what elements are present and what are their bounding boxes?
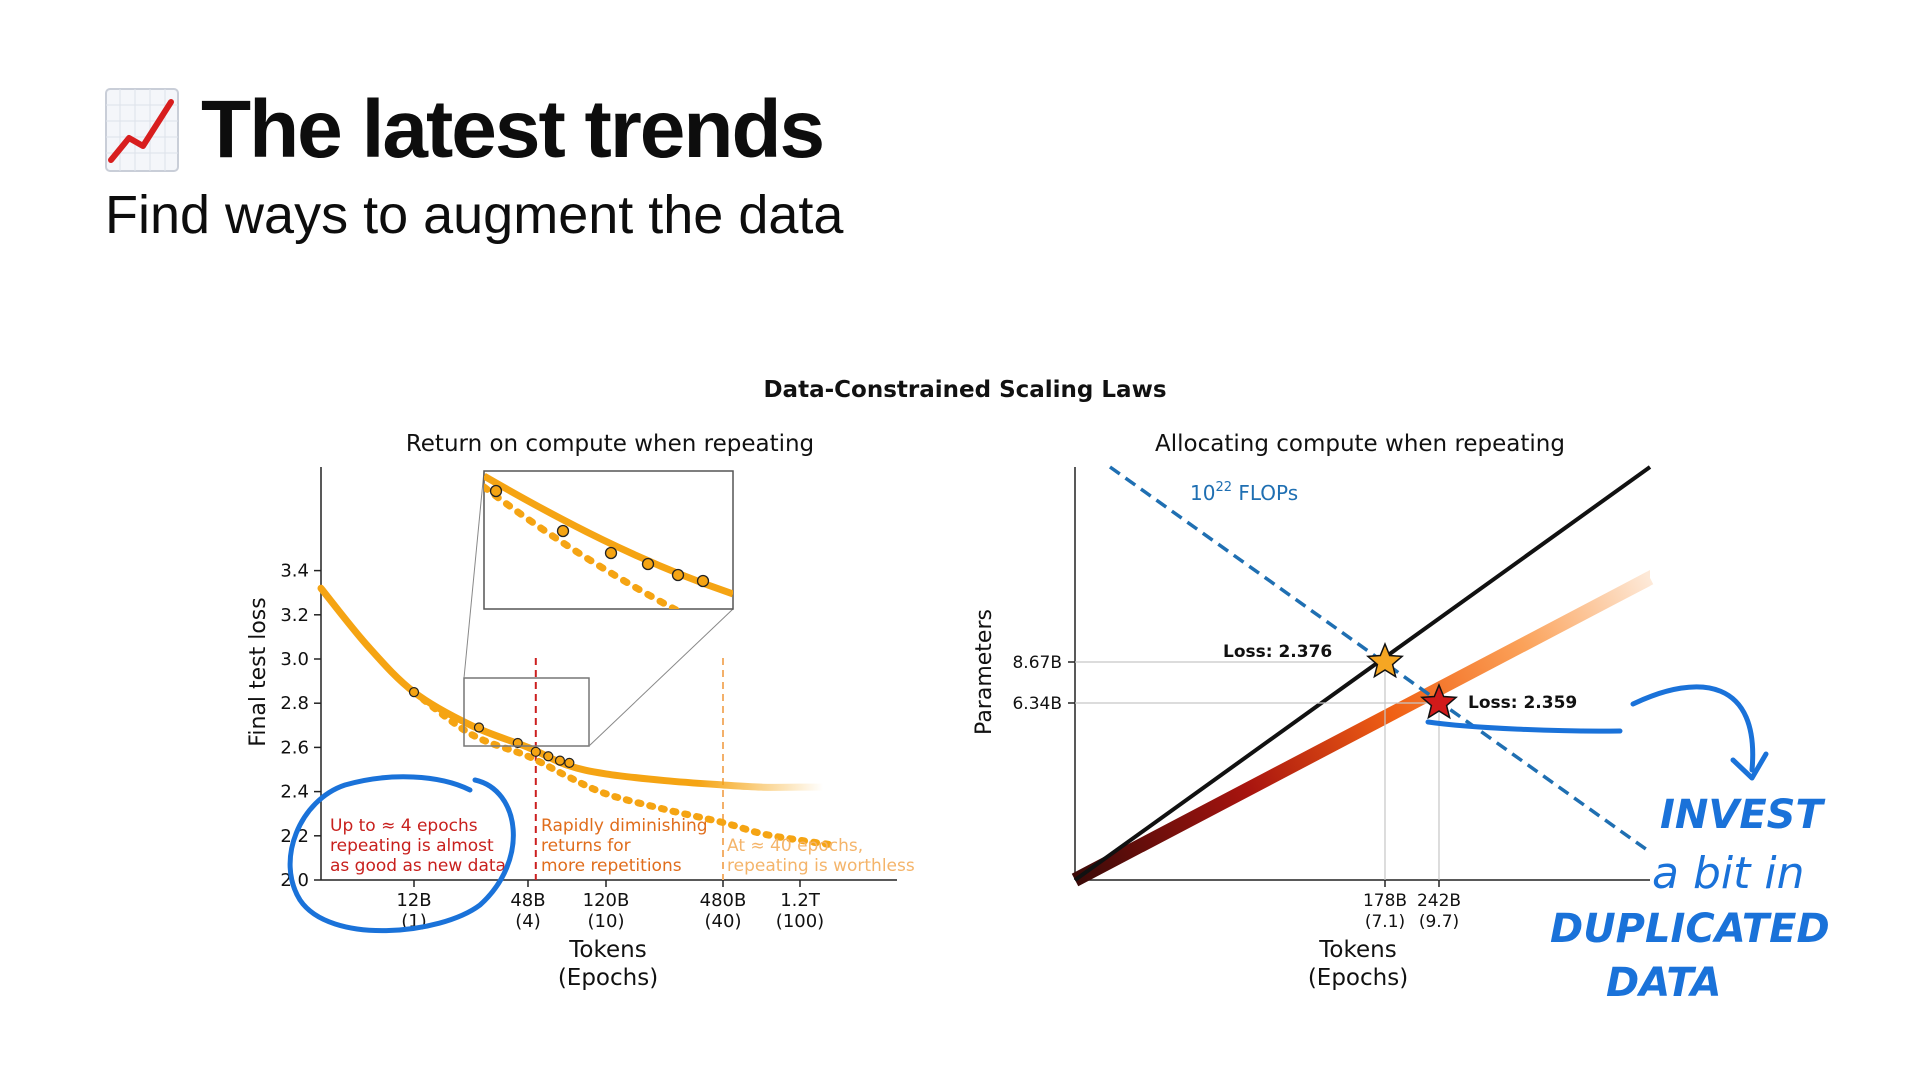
- loss-label-repeat: Loss: 2.359: [1468, 693, 1577, 713]
- left-annotation-line: Up to ≈ 4 epochs: [330, 816, 478, 836]
- left-annotation-line: At ≈ 40 epochs,: [727, 836, 863, 856]
- left-data-point: [564, 757, 575, 768]
- right-chart: Allocating compute when repeating 1022 F…: [972, 431, 1654, 991]
- left-series-solid-line: [317, 584, 827, 791]
- left-y-tick-label: 3.0: [280, 649, 309, 670]
- left-x-tick-sublabel: (10): [588, 911, 625, 932]
- left-data-point: [408, 687, 420, 698]
- slide-header: The latest trends Find ways to augment t…: [105, 80, 1305, 260]
- handwriting-line-4: DATA: [1606, 960, 1721, 1006]
- zoom-region-box: [463, 677, 590, 747]
- left-x-ticks: 12B(1)48B(4)120B(10)480B(40)1.2T(100): [396, 880, 824, 932]
- left-y-tick-label: 2.8: [280, 693, 309, 714]
- left-data-point: [554, 755, 566, 766]
- optimum-star-marker: [1366, 642, 1404, 679]
- handwriting-line-2: a bit in: [1652, 848, 1804, 899]
- inset-data-point: [696, 574, 710, 588]
- right-y-tick-label: 6.34B: [1012, 694, 1062, 714]
- left-x-tick-label: 12B: [396, 890, 431, 911]
- zoom-inset: [483, 470, 734, 610]
- figure-suptitle: Data-Constrained Scaling Laws: [763, 377, 1166, 403]
- flops-label: 1022 FLOPs: [1190, 480, 1298, 505]
- left-x-tick-label: 480B: [700, 890, 747, 911]
- right-y-tick-label: 8.67B: [1012, 653, 1062, 673]
- inset-dotted-line: [484, 483, 682, 609]
- hand-drawn-arrow-head: [1730, 751, 1769, 781]
- slide-title: The latest trends: [201, 84, 825, 175]
- right-x-ticks: 178B(7.1) 242B(9.7): [1363, 880, 1461, 932]
- left-x-tick-label: 120B: [583, 890, 630, 911]
- inset-data-point: [641, 557, 655, 571]
- right-x-tick-label: 242B: [1417, 891, 1461, 911]
- left-annotation-line: as good as new data: [330, 856, 506, 876]
- slide-subtitle: Find ways to augment the data: [105, 185, 844, 245]
- left-y-tick-label: 3.2: [280, 605, 309, 626]
- zoom-connector-top: [463, 470, 485, 679]
- right-y-axis-label: Parameters: [972, 609, 997, 735]
- hand-drawn-circle: [287, 774, 516, 934]
- left-chart: Return on compute when repeating 2.02.22…: [246, 431, 915, 991]
- left-x-tick-sublabel: (100): [776, 911, 824, 932]
- left-x-tick-label: 48B: [510, 890, 545, 911]
- left-chart-title: Return on compute when repeating: [406, 431, 814, 457]
- inset-data-point: [489, 484, 503, 498]
- left-data-point: [543, 751, 554, 762]
- inset-data-point: [556, 524, 570, 538]
- left-annotation-line: returns for: [541, 836, 631, 856]
- inset-markers: [489, 484, 710, 588]
- left-y-axis-label: Final test loss: [246, 597, 271, 746]
- right-x-axis-sublabel: (Epochs): [1308, 965, 1408, 991]
- left-data-point: [512, 737, 523, 749]
- left-annotation-line: repeating is worthless: [727, 856, 915, 876]
- left-annotation-line: more repetitions: [541, 856, 682, 876]
- right-x-tick-sublabel: (9.7): [1419, 912, 1459, 932]
- left-threshold-lines: [534, 658, 724, 880]
- left-series-markers: [408, 687, 575, 768]
- right-x-axis-label: Tokens: [1318, 937, 1396, 963]
- loss-label-optimum: Loss: 2.376: [1223, 642, 1332, 662]
- repeat-star-marker: [1420, 683, 1458, 720]
- zoom-connector-bottom: [588, 608, 734, 747]
- optimal-allocation-line: [1071, 571, 1654, 887]
- left-annotation-line: repeating is almost: [330, 836, 494, 856]
- left-y-tick-label: 2.4: [280, 782, 309, 803]
- left-x-tick-sublabel: (40): [705, 911, 742, 932]
- guide-lines: [1075, 661, 1440, 880]
- left-data-point: [530, 746, 541, 757]
- left-x-axis-label: Tokens: [568, 937, 646, 963]
- handwriting-line-3: DUPLICATED: [1550, 906, 1830, 952]
- left-x-tick-sublabel: (4): [515, 911, 541, 932]
- inset-data-point: [671, 568, 685, 582]
- hand-drawn-arrow-curve: [1630, 684, 1756, 773]
- chinchilla-line: [1073, 465, 1652, 882]
- handwritten-note: INVEST a bit in DUPLICATED DATA: [1425, 684, 1830, 1006]
- left-data-point: [473, 722, 485, 733]
- left-y-tick-label: 3.4: [280, 561, 309, 582]
- right-chart-title: Allocating compute when repeating: [1155, 431, 1565, 457]
- left-y-ticks: 2.02.22.42.62.83.03.23.4: [280, 561, 321, 891]
- right-x-tick-sublabel: (7.1): [1365, 912, 1405, 932]
- hand-drawn-arrow-line: [1425, 719, 1623, 734]
- handwriting-line-1: INVEST: [1660, 792, 1825, 838]
- left-x-axis-sublabel: (Epochs): [558, 965, 658, 991]
- right-x-tick-label: 178B: [1363, 891, 1407, 911]
- left-annotation-line: Rapidly diminishing: [541, 816, 708, 836]
- inset-data-point: [604, 546, 618, 560]
- left-x-tick-label: 1.2T: [780, 890, 821, 911]
- left-y-tick-label: 2.6: [280, 737, 309, 758]
- left-y-tick-label: 2.0: [280, 870, 309, 891]
- left-series-dotted-line: [410, 688, 835, 849]
- right-y-ticks: 8.67B 6.34B: [1012, 653, 1075, 714]
- chart-increasing-icon: [105, 88, 179, 172]
